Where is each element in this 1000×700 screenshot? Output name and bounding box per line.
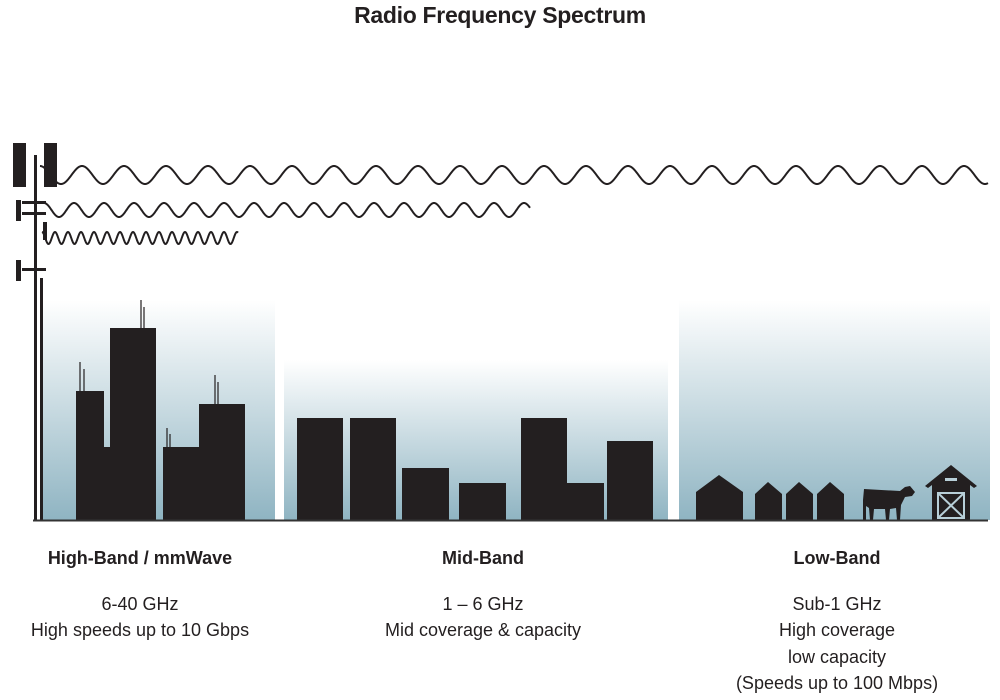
high-band-wave bbox=[41, 230, 239, 246]
band-description: High speeds up to 10 Gbps bbox=[30, 620, 250, 640]
cow-icon bbox=[863, 486, 915, 520]
band-description: Mid coverage & capacity bbox=[384, 620, 582, 640]
diagram-title: Radio Frequency Spectrum bbox=[354, 2, 646, 28]
rural-farm-icon bbox=[696, 465, 977, 520]
band-name: Mid-Band bbox=[442, 548, 524, 568]
mid-band-wave bbox=[43, 201, 531, 219]
band-name: Low-Band bbox=[793, 548, 881, 568]
band-frequency: 1 – 6 GHz bbox=[442, 594, 524, 614]
band-frequency: Sub-1 GHz bbox=[792, 594, 882, 614]
band-frequency: 6-40 GHz bbox=[101, 594, 179, 614]
suburban-buildings-icon bbox=[297, 418, 653, 520]
low-band-wave bbox=[39, 164, 989, 186]
band-description: low capacity bbox=[787, 647, 887, 667]
cell-tower-icon bbox=[13, 143, 57, 520]
city-skyline-icon bbox=[76, 300, 245, 520]
band-name: High-Band / mmWave bbox=[47, 548, 233, 568]
band-description: High coverage bbox=[778, 620, 896, 640]
band-description: (Speeds up to 100 Mbps) bbox=[735, 673, 939, 693]
